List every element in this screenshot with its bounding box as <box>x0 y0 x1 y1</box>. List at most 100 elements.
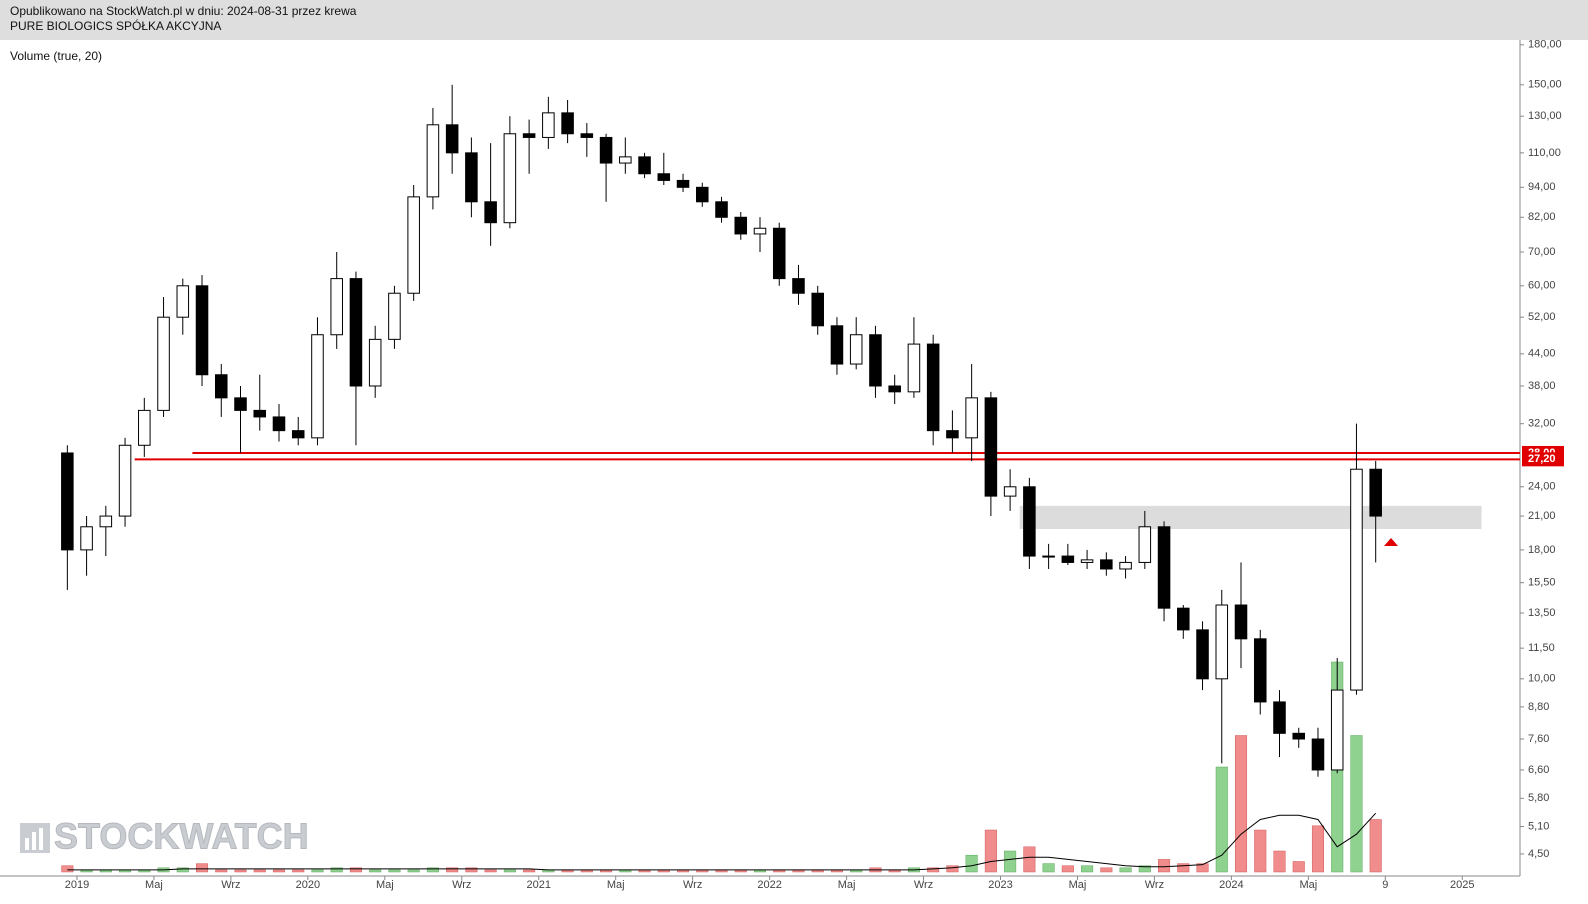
candle-body <box>1177 607 1190 631</box>
y-tick-label: 110,00 <box>1528 147 1561 159</box>
candle-body <box>1196 629 1209 680</box>
y-tick-label: 94,00 <box>1528 181 1556 193</box>
y-tick-label: 60,00 <box>1528 280 1556 292</box>
volume-bar <box>1119 867 1132 873</box>
volume-bar <box>1004 850 1017 873</box>
volume-bar <box>426 867 439 873</box>
volume-bar <box>1234 735 1248 873</box>
candle-body <box>926 343 940 432</box>
candle-body <box>888 385 901 393</box>
candle-body <box>272 416 286 432</box>
candle-body <box>869 334 882 387</box>
volume-bar <box>330 867 343 873</box>
candle-body <box>1292 732 1306 740</box>
volume-bar <box>1311 825 1324 873</box>
y-tick-label: 7,60 <box>1528 733 1549 745</box>
x-tick-label: Wrz <box>683 879 702 891</box>
candle-body <box>1215 604 1229 680</box>
volume-bar <box>484 869 497 873</box>
candle-body <box>234 397 247 411</box>
y-tick-label: 6,60 <box>1528 764 1549 776</box>
volume-bar <box>503 869 516 873</box>
x-tick-label: Maj <box>145 879 163 891</box>
volume-bar <box>292 869 305 873</box>
candle-body <box>503 133 517 224</box>
candle-body <box>811 292 824 327</box>
y-tick-label: 44,00 <box>1528 348 1556 360</box>
volume-bar <box>1138 865 1151 873</box>
y-tick-label: 24,00 <box>1528 481 1556 493</box>
volume-bar <box>388 869 401 873</box>
x-tick-label: 2025 <box>1450 879 1474 891</box>
x-tick-label: 2024 <box>1219 879 1243 891</box>
volume-bar <box>1177 863 1190 873</box>
candle-body <box>1330 689 1344 771</box>
candle-body <box>1119 561 1132 570</box>
candle-body <box>157 316 170 411</box>
candle-body <box>619 156 632 164</box>
candle-body <box>407 196 420 294</box>
candle-body <box>118 444 132 517</box>
x-tick-label: Maj <box>1299 879 1317 891</box>
y-tick-label: 70,00 <box>1528 246 1556 258</box>
y-tick-label: 82,00 <box>1528 211 1556 223</box>
watermark: STOCKWATCH <box>20 815 309 857</box>
x-tick-label: 2023 <box>988 879 1012 891</box>
volume-bar <box>1196 863 1209 873</box>
candle-body <box>638 156 651 175</box>
y-tick-label: 4,50 <box>1528 848 1549 860</box>
candle-body <box>291 430 305 439</box>
x-tick-label: Maj <box>838 879 856 891</box>
price-zone <box>1019 505 1482 529</box>
candle-body <box>253 409 267 418</box>
candle-body <box>311 334 324 439</box>
header-band <box>0 0 1588 40</box>
volume-bar <box>61 865 74 873</box>
candle-body <box>1157 526 1171 609</box>
candle-body <box>792 278 805 294</box>
candle-body <box>176 285 190 318</box>
volume-bar <box>1215 766 1228 873</box>
y-tick-label: 38,00 <box>1528 380 1556 392</box>
candle-body <box>1003 486 1017 497</box>
candle-body <box>388 292 401 340</box>
candle-body <box>484 201 497 224</box>
candle-body <box>214 374 228 399</box>
logo-bar <box>25 838 29 850</box>
x-tick-label: 2021 <box>526 879 550 891</box>
candle-body <box>676 179 690 188</box>
candle-body <box>80 526 93 551</box>
candle-body <box>965 397 978 439</box>
indicator-label: Volume (true, 20) <box>10 49 102 63</box>
signal-arrow <box>1384 538 1398 546</box>
candle-body <box>426 124 440 198</box>
candle-body <box>1350 468 1363 691</box>
volume-bar <box>215 869 228 873</box>
candle-body <box>542 112 555 138</box>
y-tick-label: 32,00 <box>1528 418 1556 430</box>
y-tick-label: 180,00 <box>1528 39 1562 51</box>
candle-body <box>1042 555 1055 558</box>
logo-bar <box>39 828 43 850</box>
volume-bar <box>176 867 189 873</box>
x-tick-label: Wrz <box>452 879 471 891</box>
y-tick-label: 10,00 <box>1528 673 1556 685</box>
y-tick-label: 130,00 <box>1528 110 1562 122</box>
volume-bar <box>523 869 536 873</box>
volume-bar <box>349 867 362 873</box>
candle-body <box>330 278 343 336</box>
volume-bar <box>446 867 459 873</box>
x-tick-label: 2019 <box>65 879 89 891</box>
candle-body <box>1234 604 1248 640</box>
candle-body <box>61 452 74 551</box>
x-tick-label: Wrz <box>221 879 240 891</box>
volume-bar <box>196 863 209 873</box>
x-tick-label: 2020 <box>296 879 320 891</box>
volume-bar <box>1292 861 1305 873</box>
x-tick-label: Maj <box>376 879 394 891</box>
candle-body <box>1023 486 1036 557</box>
candle-body <box>465 152 478 203</box>
candle-body <box>1253 638 1267 703</box>
candle-body <box>195 285 209 376</box>
